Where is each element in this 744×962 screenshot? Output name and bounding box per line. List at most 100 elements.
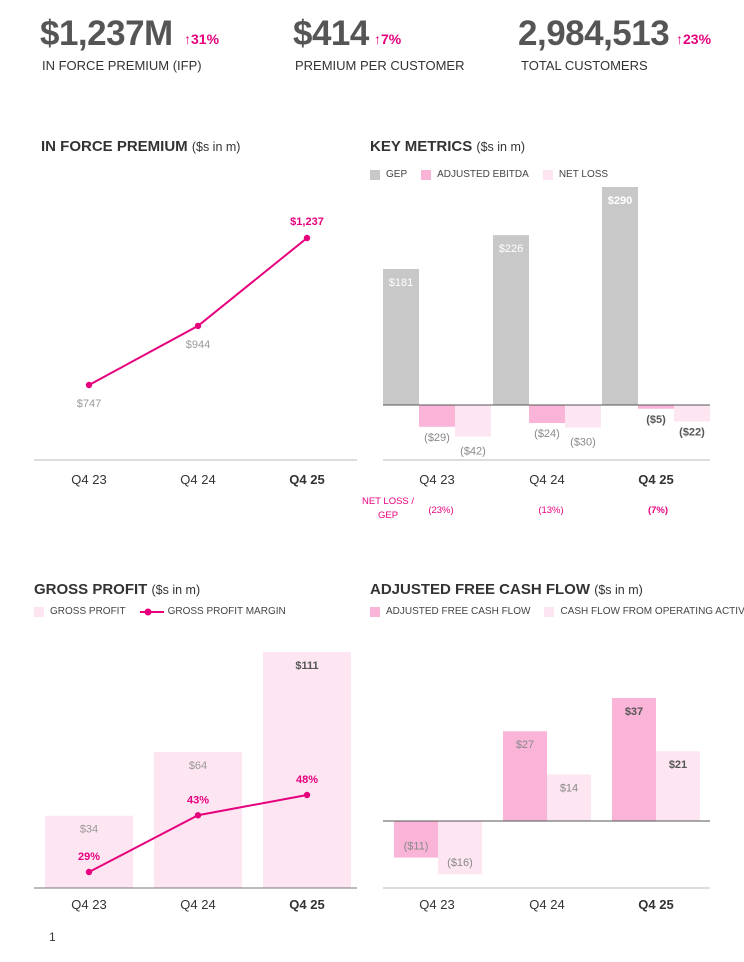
key-metrics-bar	[565, 405, 601, 428]
ifp-title-text: IN FORCE PREMIUM	[41, 138, 188, 155]
key-metrics-title-text: KEY METRICS	[370, 138, 473, 155]
x-tick-label: Q4 25	[289, 897, 324, 912]
afcf-title-text: ADJUSTED FREE CASH FLOW	[370, 581, 591, 598]
gp-margin-label: 29%	[78, 851, 100, 863]
page-number: 1	[49, 930, 56, 944]
ifp-data-label: $1,237	[290, 216, 324, 228]
gp-margin-label: 48%	[296, 774, 318, 786]
key-metrics-data-label: ($29)	[424, 432, 450, 444]
legend-item-gp-margin: GROSS PROFIT MARGIN	[139, 606, 286, 617]
key-metrics-bar	[674, 405, 710, 422]
legend-label-cfo: CASH FLOW FROM OPERATING ACTIVITIES	[560, 606, 744, 617]
ifp-data-point	[303, 234, 311, 242]
legend-label-afcf: ADJUSTED FREE CASH FLOW	[386, 606, 531, 617]
kpi-ppc-label: PREMIUM PER CUSTOMER	[295, 58, 465, 73]
legend-item-netloss: NET LOSS	[542, 169, 609, 180]
gp-margin-point	[194, 812, 202, 819]
key-metrics-data-label: $181	[389, 277, 413, 289]
gp-margin-label: 43%	[187, 794, 209, 806]
afcf-panel-title: ADJUSTED FREE CASH FLOW ($s in m)	[370, 581, 643, 598]
ratio-value: (7%)	[648, 505, 668, 516]
ifp-data-point	[85, 381, 93, 389]
afcf-data-label: $27	[516, 739, 534, 751]
key-metrics-bar	[455, 405, 491, 437]
afcf-data-label: $37	[625, 706, 643, 718]
key-metrics-data-label: ($24)	[534, 428, 560, 440]
legend-swatch-ebitda	[421, 169, 432, 180]
legend-label-gep: GEP	[386, 169, 408, 180]
gross-profit-title-units: ($s in m)	[151, 583, 201, 597]
ifp-data-label: $944	[186, 339, 210, 351]
ifp-series-line	[88, 237, 308, 386]
key-metrics-data-label: ($5)	[646, 414, 666, 426]
gross-profit-legend: GROSS PROFIT GROSS PROFIT MARGIN	[34, 606, 300, 617]
gross-profit-bar	[154, 751, 242, 888]
gross-profit-data-label: $111	[295, 660, 318, 672]
key-metrics-bar	[419, 405, 455, 427]
x-tick-label: Q4 24	[180, 897, 215, 912]
kpi-ifp-change: ↑31%	[184, 31, 220, 47]
afcf-bar	[394, 821, 438, 858]
x-tick-label: Q4 25	[638, 472, 673, 487]
key-metrics-bar	[493, 235, 529, 405]
kpi-ifp-label: IN FORCE PREMIUM (IFP)	[42, 58, 202, 73]
key-metrics-bar	[383, 268, 419, 405]
afcf-bar	[438, 821, 482, 875]
afcf-bar	[612, 698, 656, 821]
gross-profit-panel-title: GROSS PROFIT ($s in m)	[34, 581, 200, 598]
legend-swatch-gp-margin	[139, 608, 164, 615]
key-metrics-data-label: ($30)	[570, 437, 596, 449]
kpi-customers-change: ↑23%	[676, 31, 712, 47]
ratio-value: (13%)	[538, 505, 563, 516]
legend-swatch-gross-profit	[34, 606, 44, 617]
ifp-data-label: $747	[77, 398, 101, 410]
legend-item-gross-profit: GROSS PROFIT	[34, 606, 126, 617]
afcf-data-label: ($16)	[447, 857, 473, 869]
legend-item-gep: GEP	[370, 169, 407, 180]
legend-label-ebitda: ADJUSTED EBITDA	[437, 169, 529, 180]
key-metrics-bar	[638, 405, 674, 409]
x-tick-label: Q4 24	[529, 897, 564, 912]
kpi-ppc-change: ↑7%	[374, 31, 402, 47]
x-tick-label: Q4 24	[529, 472, 564, 487]
kpi-ifp-value: $1,237M	[40, 14, 173, 53]
key-metrics-title-units: ($s in m)	[476, 140, 526, 154]
key-metrics-data-label: ($22)	[679, 427, 705, 439]
key-metrics-bar	[602, 187, 638, 405]
gross-profit-data-label: $64	[189, 760, 207, 772]
afcf-bar	[503, 731, 547, 821]
gross-profit-bar	[45, 815, 133, 888]
x-tick-label: Q4 23	[71, 472, 106, 487]
ratio-row-label-2: GEP	[378, 510, 398, 521]
x-tick-label: Q4 23	[419, 897, 454, 912]
ratio-value: (23%)	[428, 505, 453, 516]
ratio-row-label: NET LOSS /	[362, 496, 414, 507]
key-metrics-data-label: $290	[608, 195, 632, 207]
ifp-panel-title: IN FORCE PREMIUM ($s in m)	[41, 138, 240, 155]
legend-label-gross-profit: GROSS PROFIT	[50, 606, 126, 617]
legend-label-netloss: NET LOSS	[558, 169, 609, 180]
legend-swatch-afcf	[370, 606, 380, 617]
gp-margin-point	[303, 791, 311, 799]
afcf-data-label: $21	[669, 759, 687, 771]
x-tick-label: Q4 25	[638, 897, 673, 912]
key-metrics-data-label: $226	[499, 243, 523, 255]
afcf-data-label: ($11)	[404, 841, 429, 853]
kpi-customers-label: TOTAL CUSTOMERS	[521, 58, 648, 73]
legend-item-afcf: ADJUSTED FREE CASH FLOW	[370, 606, 530, 617]
ifp-data-point	[194, 322, 202, 330]
legend-swatch-gep	[370, 169, 380, 180]
afcf-bar	[547, 774, 591, 821]
key-metrics-panel-title: KEY METRICS ($s in m)	[370, 138, 525, 155]
legend-swatch-cfo	[544, 606, 555, 617]
x-tick-label: Q4 25	[289, 472, 324, 487]
afcf-bar	[656, 751, 700, 821]
x-tick-label: Q4 24	[180, 472, 215, 487]
x-tick-label: Q4 23	[419, 472, 454, 487]
kpi-ppc-value: $414	[293, 14, 369, 53]
legend-item-ebitda: ADJUSTED EBITDA	[421, 169, 529, 180]
afcf-data-label: $14	[560, 782, 578, 794]
gp-margin-point	[85, 868, 93, 876]
legend-item-cfo: CASH FLOW FROM OPERATING ACTIVITIES	[544, 606, 744, 617]
